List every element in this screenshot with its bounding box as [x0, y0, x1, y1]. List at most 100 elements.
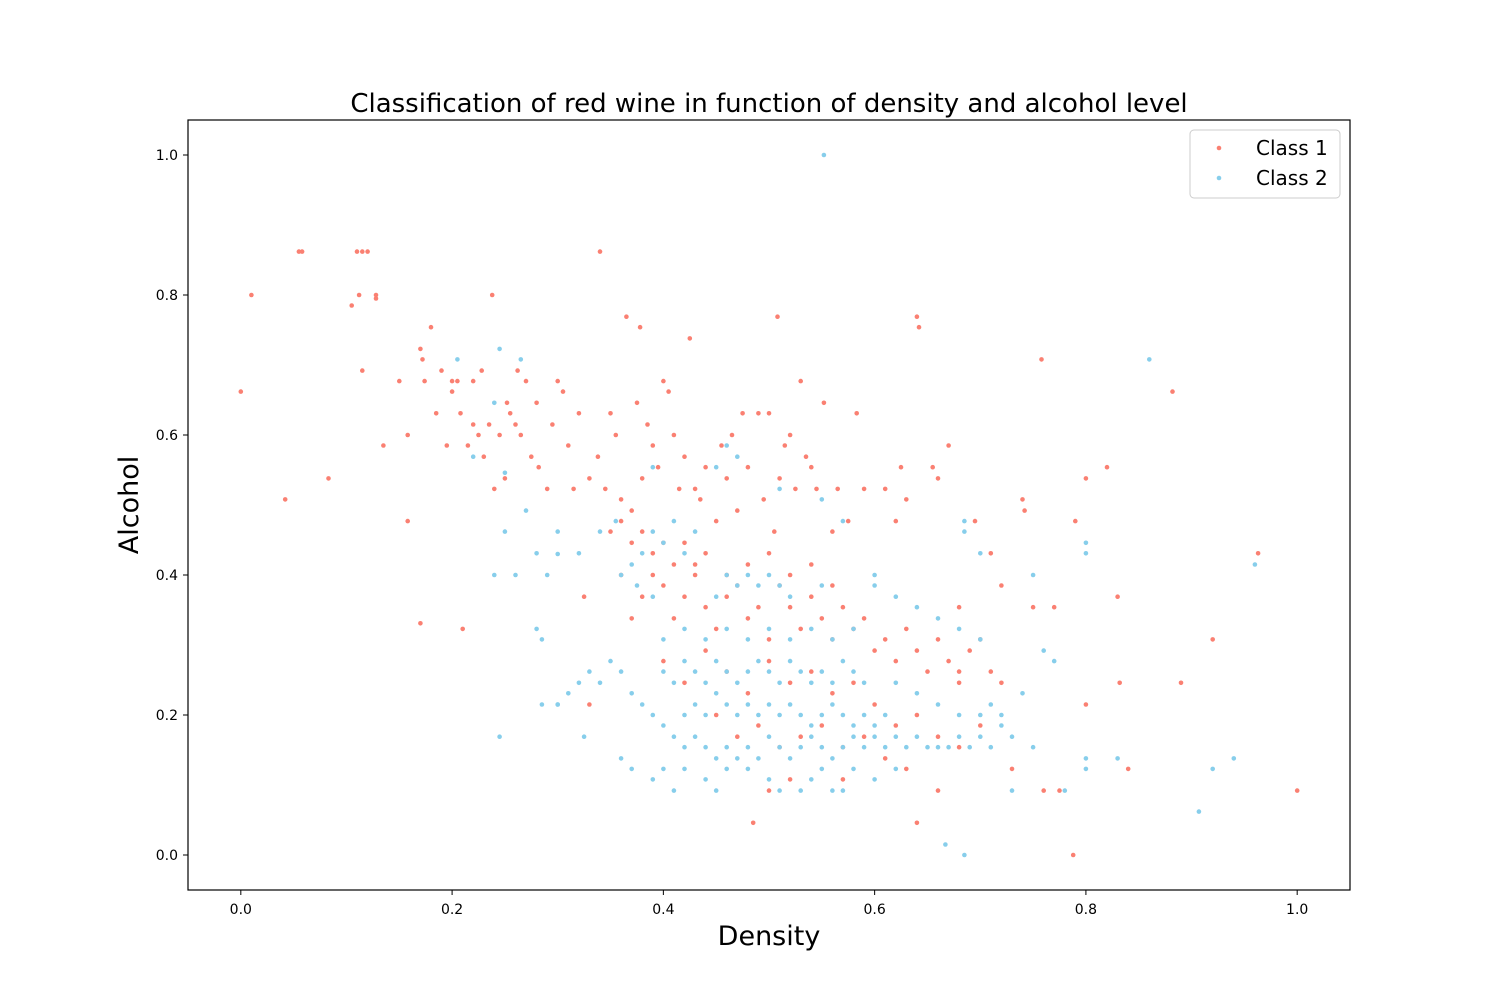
data-point [840, 604, 846, 610]
data-point [775, 314, 780, 320]
data-point [978, 723, 983, 728]
data-point [740, 411, 745, 416]
data-point [962, 852, 967, 858]
data-point [819, 712, 825, 718]
y-axis: 0.0 0.2 0.4 0.6 0.8 1.0 [156, 148, 188, 864]
data-point [650, 443, 656, 448]
data-point [893, 680, 899, 686]
data-point [360, 368, 365, 373]
data-point [735, 712, 740, 718]
data-point [713, 626, 719, 632]
data-points [238, 152, 1300, 858]
data-point [756, 723, 761, 728]
data-point [373, 296, 379, 301]
y-axis-label: Alcohol [114, 456, 145, 554]
data-point [935, 734, 941, 739]
data-point [861, 486, 867, 492]
data-point [661, 583, 666, 588]
data-point [639, 551, 645, 556]
data-point [845, 518, 851, 524]
data-point [787, 680, 793, 686]
data-point [1041, 648, 1046, 653]
data-point [956, 734, 962, 739]
data-point [735, 583, 740, 588]
data-point [502, 529, 508, 534]
data-point [502, 476, 508, 481]
data-point [671, 562, 677, 567]
data-point [798, 788, 803, 793]
data-point [489, 292, 495, 298]
data-point [772, 529, 777, 534]
data-point [851, 723, 856, 728]
data-point [798, 378, 803, 384]
data-point [356, 292, 362, 298]
data-point [872, 702, 877, 707]
data-point [882, 637, 888, 642]
data-point [326, 476, 331, 481]
data-point [576, 411, 582, 416]
data-point [978, 734, 983, 739]
data-point [819, 583, 825, 588]
data-point [650, 712, 656, 718]
data-point [470, 378, 476, 384]
data-point [761, 497, 766, 502]
data-point [861, 744, 867, 750]
data-point [476, 432, 481, 438]
data-point [703, 637, 708, 642]
data-point [766, 669, 772, 674]
data-point [930, 464, 935, 470]
data-point [354, 249, 360, 254]
data-point [544, 572, 550, 578]
data-point [595, 454, 601, 460]
data-point [497, 734, 502, 739]
data-point [782, 443, 788, 448]
y-tick-label: 0.4 [156, 568, 178, 584]
data-point [777, 486, 782, 492]
data-point [1051, 604, 1057, 610]
data-point [724, 476, 729, 481]
data-point [745, 702, 751, 707]
data-point [756, 712, 761, 718]
data-point [713, 788, 719, 793]
data-point [809, 464, 814, 470]
data-point [282, 497, 288, 502]
data-point [539, 702, 545, 707]
data-point [787, 637, 793, 642]
data-point [581, 734, 587, 739]
x-tick-label: 0.6 [864, 902, 886, 918]
data-point [1057, 788, 1062, 793]
data-point [703, 604, 708, 610]
data-point [555, 702, 560, 707]
data-point [1070, 852, 1076, 858]
data-point [433, 411, 439, 416]
data-point [1231, 756, 1237, 761]
data-point [809, 626, 814, 632]
data-point [735, 756, 740, 761]
legend-label-class-2: Class 2 [1256, 166, 1328, 190]
data-point [835, 486, 840, 492]
x-tick-label: 0.0 [230, 902, 252, 918]
data-point [1083, 476, 1089, 481]
data-point [914, 604, 920, 610]
data-point [819, 616, 825, 621]
data-point [914, 691, 920, 696]
data-point [576, 551, 582, 556]
data-point [766, 411, 772, 416]
data-point [504, 400, 510, 406]
data-point [470, 422, 476, 427]
data-point [1062, 788, 1068, 793]
data-point [703, 777, 708, 782]
data-point [809, 777, 814, 782]
data-point [486, 422, 492, 427]
data-point [1073, 518, 1078, 524]
data-point [745, 744, 751, 750]
data-point [861, 680, 867, 686]
data-point [904, 766, 909, 772]
data-point [629, 508, 634, 513]
data-point [587, 476, 592, 481]
data-point [999, 723, 1004, 728]
data-point [682, 454, 687, 460]
data-point [1039, 357, 1044, 362]
data-point [956, 626, 962, 632]
